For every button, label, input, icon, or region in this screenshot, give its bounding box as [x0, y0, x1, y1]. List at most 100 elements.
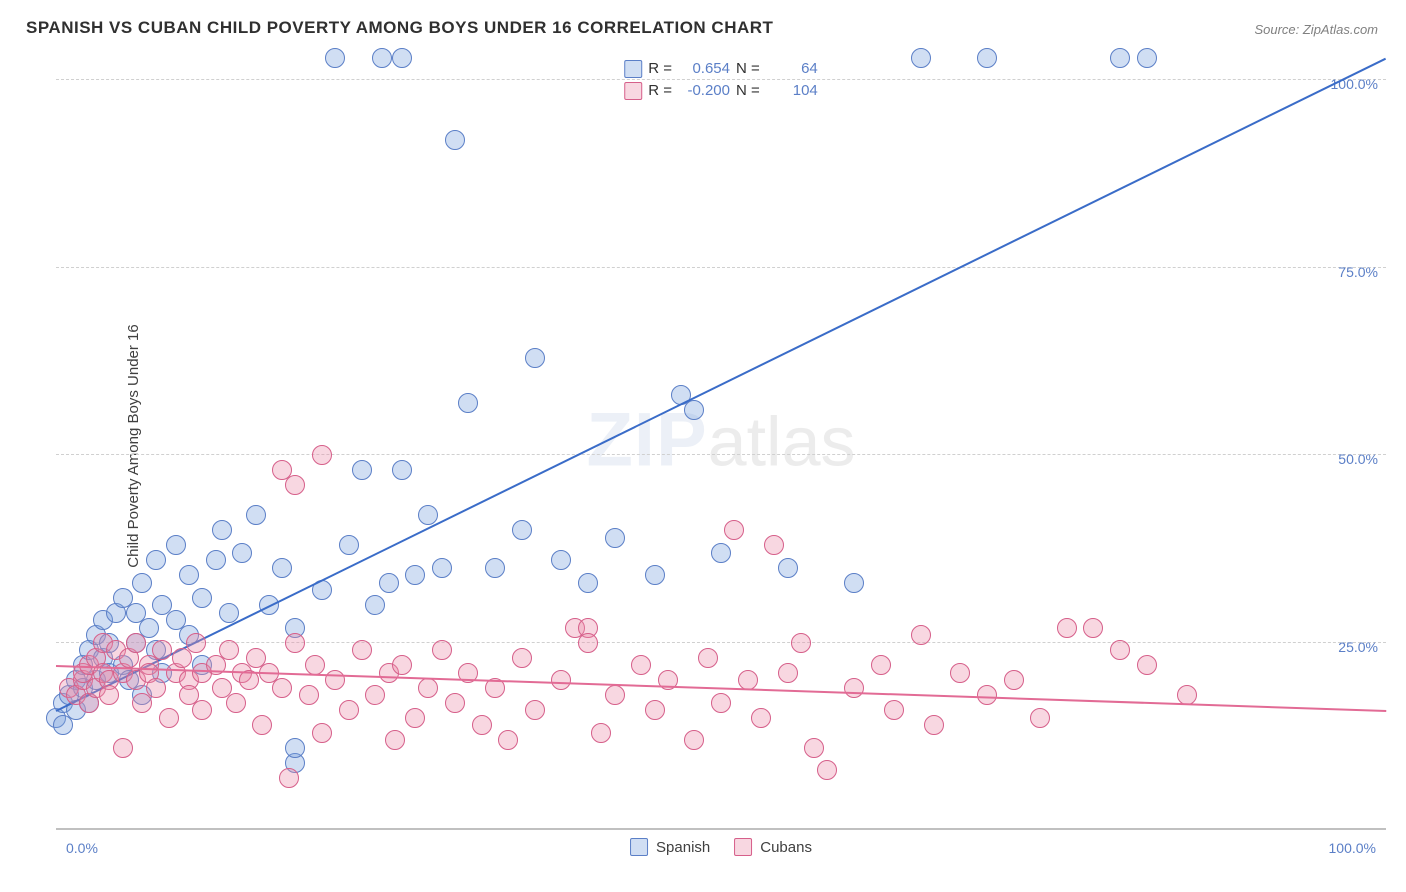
- scatter-point: [1137, 48, 1157, 68]
- scatter-point: [365, 685, 385, 705]
- stat-n-label: N =: [736, 58, 760, 80]
- scatter-point: [325, 670, 345, 690]
- legend-item: Spanish: [630, 838, 710, 856]
- scatter-point: [485, 558, 505, 578]
- scatter-point: [738, 670, 758, 690]
- legend-swatch: [734, 838, 752, 856]
- scatter-point: [844, 678, 864, 698]
- trend-line: [56, 58, 1387, 712]
- scatter-point: [379, 573, 399, 593]
- stat-n-value: 64: [766, 58, 818, 80]
- scatter-point: [684, 730, 704, 750]
- scatter-point: [711, 693, 731, 713]
- scatter-point: [778, 663, 798, 683]
- scatter-point: [645, 565, 665, 585]
- legend-series-name: Spanish: [656, 839, 710, 856]
- scatter-point: [352, 640, 372, 660]
- scatter-point: [711, 543, 731, 563]
- scatter-point: [1030, 708, 1050, 728]
- scatter-point: [186, 633, 206, 653]
- scatter-point: [578, 633, 598, 653]
- scatter-point: [385, 730, 405, 750]
- stat-r-label: R =: [648, 80, 672, 102]
- scatter-point: [285, 633, 305, 653]
- watermark: ZIPatlas: [586, 397, 855, 484]
- scatter-point: [219, 603, 239, 623]
- scatter-point: [285, 475, 305, 495]
- scatter-point: [844, 573, 864, 593]
- scatter-point: [512, 520, 532, 540]
- scatter-point: [977, 685, 997, 705]
- scatter-point: [325, 48, 345, 68]
- legend-swatch: [624, 60, 642, 78]
- grid-line: [56, 454, 1386, 455]
- legend-swatch: [624, 82, 642, 100]
- scatter-point: [950, 663, 970, 683]
- legend-swatch: [630, 838, 648, 856]
- scatter-point: [1004, 670, 1024, 690]
- scatter-point: [372, 48, 392, 68]
- x-axis-line: [56, 828, 1386, 830]
- scatter-point: [272, 558, 292, 578]
- scatter-point: [778, 558, 798, 578]
- scatter-point: [1083, 618, 1103, 638]
- legend-stat-row: R = 0.654 N = 64: [624, 58, 818, 80]
- scatter-point: [432, 640, 452, 660]
- legend-stats: R = 0.654 N = 64 R = -0.200 N = 104: [614, 54, 828, 106]
- scatter-point: [99, 685, 119, 705]
- scatter-point: [525, 348, 545, 368]
- grid-line: [56, 79, 1386, 80]
- scatter-point: [1057, 618, 1077, 638]
- scatter-point: [339, 700, 359, 720]
- scatter-point: [166, 535, 186, 555]
- scatter-point: [192, 588, 212, 608]
- scatter-point: [305, 655, 325, 675]
- y-tick-label: 50.0%: [1338, 451, 1378, 467]
- scatter-point: [1177, 685, 1197, 705]
- scatter-point: [219, 640, 239, 660]
- scatter-point: [884, 700, 904, 720]
- scatter-point: [924, 715, 944, 735]
- legend-series: Spanish Cubans: [630, 838, 812, 856]
- scatter-point: [206, 550, 226, 570]
- scatter-point: [392, 460, 412, 480]
- legend-stat-row: R = -0.200 N = 104: [624, 80, 818, 102]
- scatter-point: [1137, 655, 1157, 675]
- scatter-point: [591, 723, 611, 743]
- scatter-point: [445, 130, 465, 150]
- scatter-point: [405, 708, 425, 728]
- scatter-point: [299, 685, 319, 705]
- x-tick-min: 0.0%: [66, 840, 98, 856]
- scatter-point: [285, 738, 305, 758]
- y-tick-label: 25.0%: [1338, 639, 1378, 655]
- scatter-point: [791, 633, 811, 653]
- scatter-point: [312, 445, 332, 465]
- scatter-point: [252, 715, 272, 735]
- scatter-point: [605, 685, 625, 705]
- scatter-point: [339, 535, 359, 555]
- scatter-point: [418, 505, 438, 525]
- grid-line: [56, 642, 1386, 643]
- legend-item: Cubans: [734, 838, 812, 856]
- scatter-point: [911, 48, 931, 68]
- scatter-point: [192, 700, 212, 720]
- legend-series-name: Cubans: [760, 839, 812, 856]
- scatter-point: [871, 655, 891, 675]
- scatter-point: [146, 678, 166, 698]
- y-tick-label: 100.0%: [1331, 76, 1378, 92]
- scatter-point: [631, 655, 651, 675]
- scatter-point: [365, 595, 385, 615]
- scatter-point: [232, 543, 252, 563]
- scatter-point: [179, 565, 199, 585]
- scatter-point: [458, 393, 478, 413]
- scatter-point: [405, 565, 425, 585]
- scatter-point: [113, 738, 133, 758]
- scatter-point: [817, 760, 837, 780]
- scatter-point: [551, 550, 571, 570]
- scatter-point: [152, 640, 172, 660]
- scatter-point: [1110, 48, 1130, 68]
- scatter-point: [432, 558, 452, 578]
- scatter-point: [132, 573, 152, 593]
- scatter-point: [605, 528, 625, 548]
- stat-r-value: -0.200: [678, 80, 730, 102]
